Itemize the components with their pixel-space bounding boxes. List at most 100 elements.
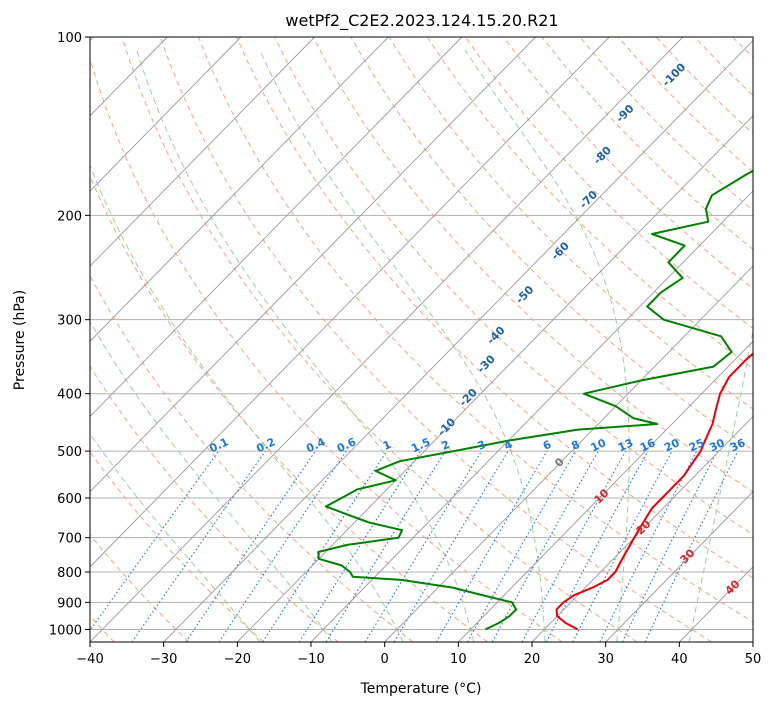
mixing-ratio-label: 6	[541, 438, 554, 453]
moist-adiabat	[688, 328, 753, 642]
mixing-ratio-label: 36	[728, 436, 748, 454]
isotherm-line	[90, 37, 684, 642]
x-tick-label: 20	[524, 652, 541, 667]
mixing-ratio-label: 8	[569, 438, 581, 453]
dry-adiabat	[90, 175, 488, 642]
isotherm-line	[90, 37, 463, 418]
dry-adiabat	[694, 37, 753, 96]
dry-adiabat	[159, 37, 712, 642]
dry-adiabat	[503, 37, 753, 290]
dry-adiabat	[312, 37, 753, 493]
dry-adiabat	[771, 37, 775, 642]
y-tick-label: 800	[57, 566, 82, 581]
chart-title: wetPf2_C2E2.2023.124.15.20.R21	[285, 11, 558, 31]
plot-frame	[89, 36, 754, 643]
mixing-ratio-line	[491, 450, 599, 642]
mixing-ratio-line	[298, 450, 422, 642]
isotherm-label: -100	[660, 60, 689, 89]
x-tick-label: −40	[76, 652, 103, 667]
mixing-ratio-line	[185, 450, 316, 642]
y-tick-label: 900	[57, 596, 82, 611]
moist-adiabat	[90, 320, 333, 642]
mixing-ratio-line	[218, 450, 347, 642]
mixing-ratio-label: 25	[687, 436, 706, 454]
x-tick-label: −10	[297, 652, 324, 667]
mixing-ratio-label: 0.6	[335, 435, 358, 455]
moist-adiabat	[136, 49, 475, 642]
isotherm-line	[384, 265, 753, 642]
mixing-ratio-line	[90, 450, 220, 632]
isotherm-label: -20	[457, 386, 480, 409]
moist-adiabat	[259, 49, 546, 642]
mixing-ratio-line	[545, 450, 649, 642]
x-axis-label: Temperature (°C)	[360, 681, 482, 697]
y-tick-label: 400	[57, 388, 82, 403]
isotherms	[90, 37, 753, 642]
moist-adiabat	[90, 432, 261, 642]
dry-adiabat	[655, 37, 753, 135]
x-tick-label: 30	[597, 652, 614, 667]
plot-area: -100-90-80-70-60-50-40-30-20-10010203040…	[90, 37, 775, 642]
dry-adiabat	[90, 451, 264, 642]
isotherm-line	[237, 115, 753, 642]
dry-adiabat	[426, 37, 753, 370]
isotherm-line	[163, 39, 753, 642]
temperature-line	[555, 352, 753, 631]
isotherm-line	[605, 491, 753, 642]
mixing-ratio-label: 20	[662, 436, 682, 454]
isotherm-label: -30	[475, 352, 498, 375]
y-tick-label: 700	[57, 532, 82, 547]
isotherm-line	[458, 340, 753, 642]
dry-adiabat	[617, 37, 753, 173]
x-tick-label: 10	[450, 652, 467, 667]
dry-adiabat	[732, 37, 753, 58]
isotherm-label: -80	[591, 144, 614, 167]
mixing-ratio-label: 10	[589, 436, 609, 454]
mixing-ratio-label: 0.1	[207, 435, 230, 455]
mixing-ratio-label: 16	[638, 436, 658, 454]
moist-adiabat	[464, 49, 630, 642]
isotherm-line	[90, 37, 242, 192]
dewpoint-line	[317, 169, 753, 631]
isotherm-line	[90, 37, 315, 267]
dry-adiabat	[90, 533, 190, 642]
y-tick-label: 300	[57, 314, 82, 329]
isotherm-label-zero: 0	[552, 455, 567, 470]
mixing-ratio-line	[435, 450, 548, 642]
mixing-ratio-label: 0.2	[254, 435, 277, 455]
isotherm-line	[531, 415, 753, 642]
isotherm-label: -70	[577, 188, 600, 211]
sounding-series	[317, 169, 753, 631]
x-tick-label: −30	[150, 652, 177, 667]
moist-adiabats	[90, 49, 753, 642]
dry-adiabat	[121, 37, 638, 642]
mixing-ratio-line	[521, 450, 627, 642]
y-tick-label: 600	[57, 492, 82, 507]
isotherm-label: -10	[435, 415, 458, 438]
isotherm-line	[752, 641, 753, 642]
isotherm-label: -90	[613, 102, 636, 125]
x-tick-label: 50	[745, 652, 762, 667]
x-tick-label: 40	[671, 652, 688, 667]
dry-adiabats	[90, 37, 775, 642]
mixing-ratio-line	[599, 450, 698, 642]
x-tick-label: 0	[381, 652, 389, 667]
x-tick-label: −20	[224, 652, 251, 667]
y-tick-label: 200	[57, 209, 82, 224]
mixing-ratio-line	[131, 450, 266, 642]
y-tick-label: 500	[57, 445, 82, 460]
mixing-ratio-label: 1	[381, 438, 393, 453]
mixing-ratio-line	[364, 450, 483, 642]
mixing-ratio-line	[393, 450, 509, 642]
isotherm-label: 30	[678, 546, 698, 566]
mixing-ratio-label: 30	[707, 436, 727, 454]
isotherm-line	[310, 190, 753, 642]
y-axis-ticks: 100 200 300 400 500 600 700 800 900 1000	[49, 31, 90, 638]
mixing-ratio-label: 1.5	[409, 435, 432, 455]
mixing-ratio-label: 0.4	[304, 435, 327, 455]
isotherm-line	[679, 566, 753, 642]
mixing-ratio-label: 13	[616, 436, 635, 454]
mixing-ratio-lines	[90, 450, 739, 642]
dry-adiabat	[579, 37, 753, 212]
